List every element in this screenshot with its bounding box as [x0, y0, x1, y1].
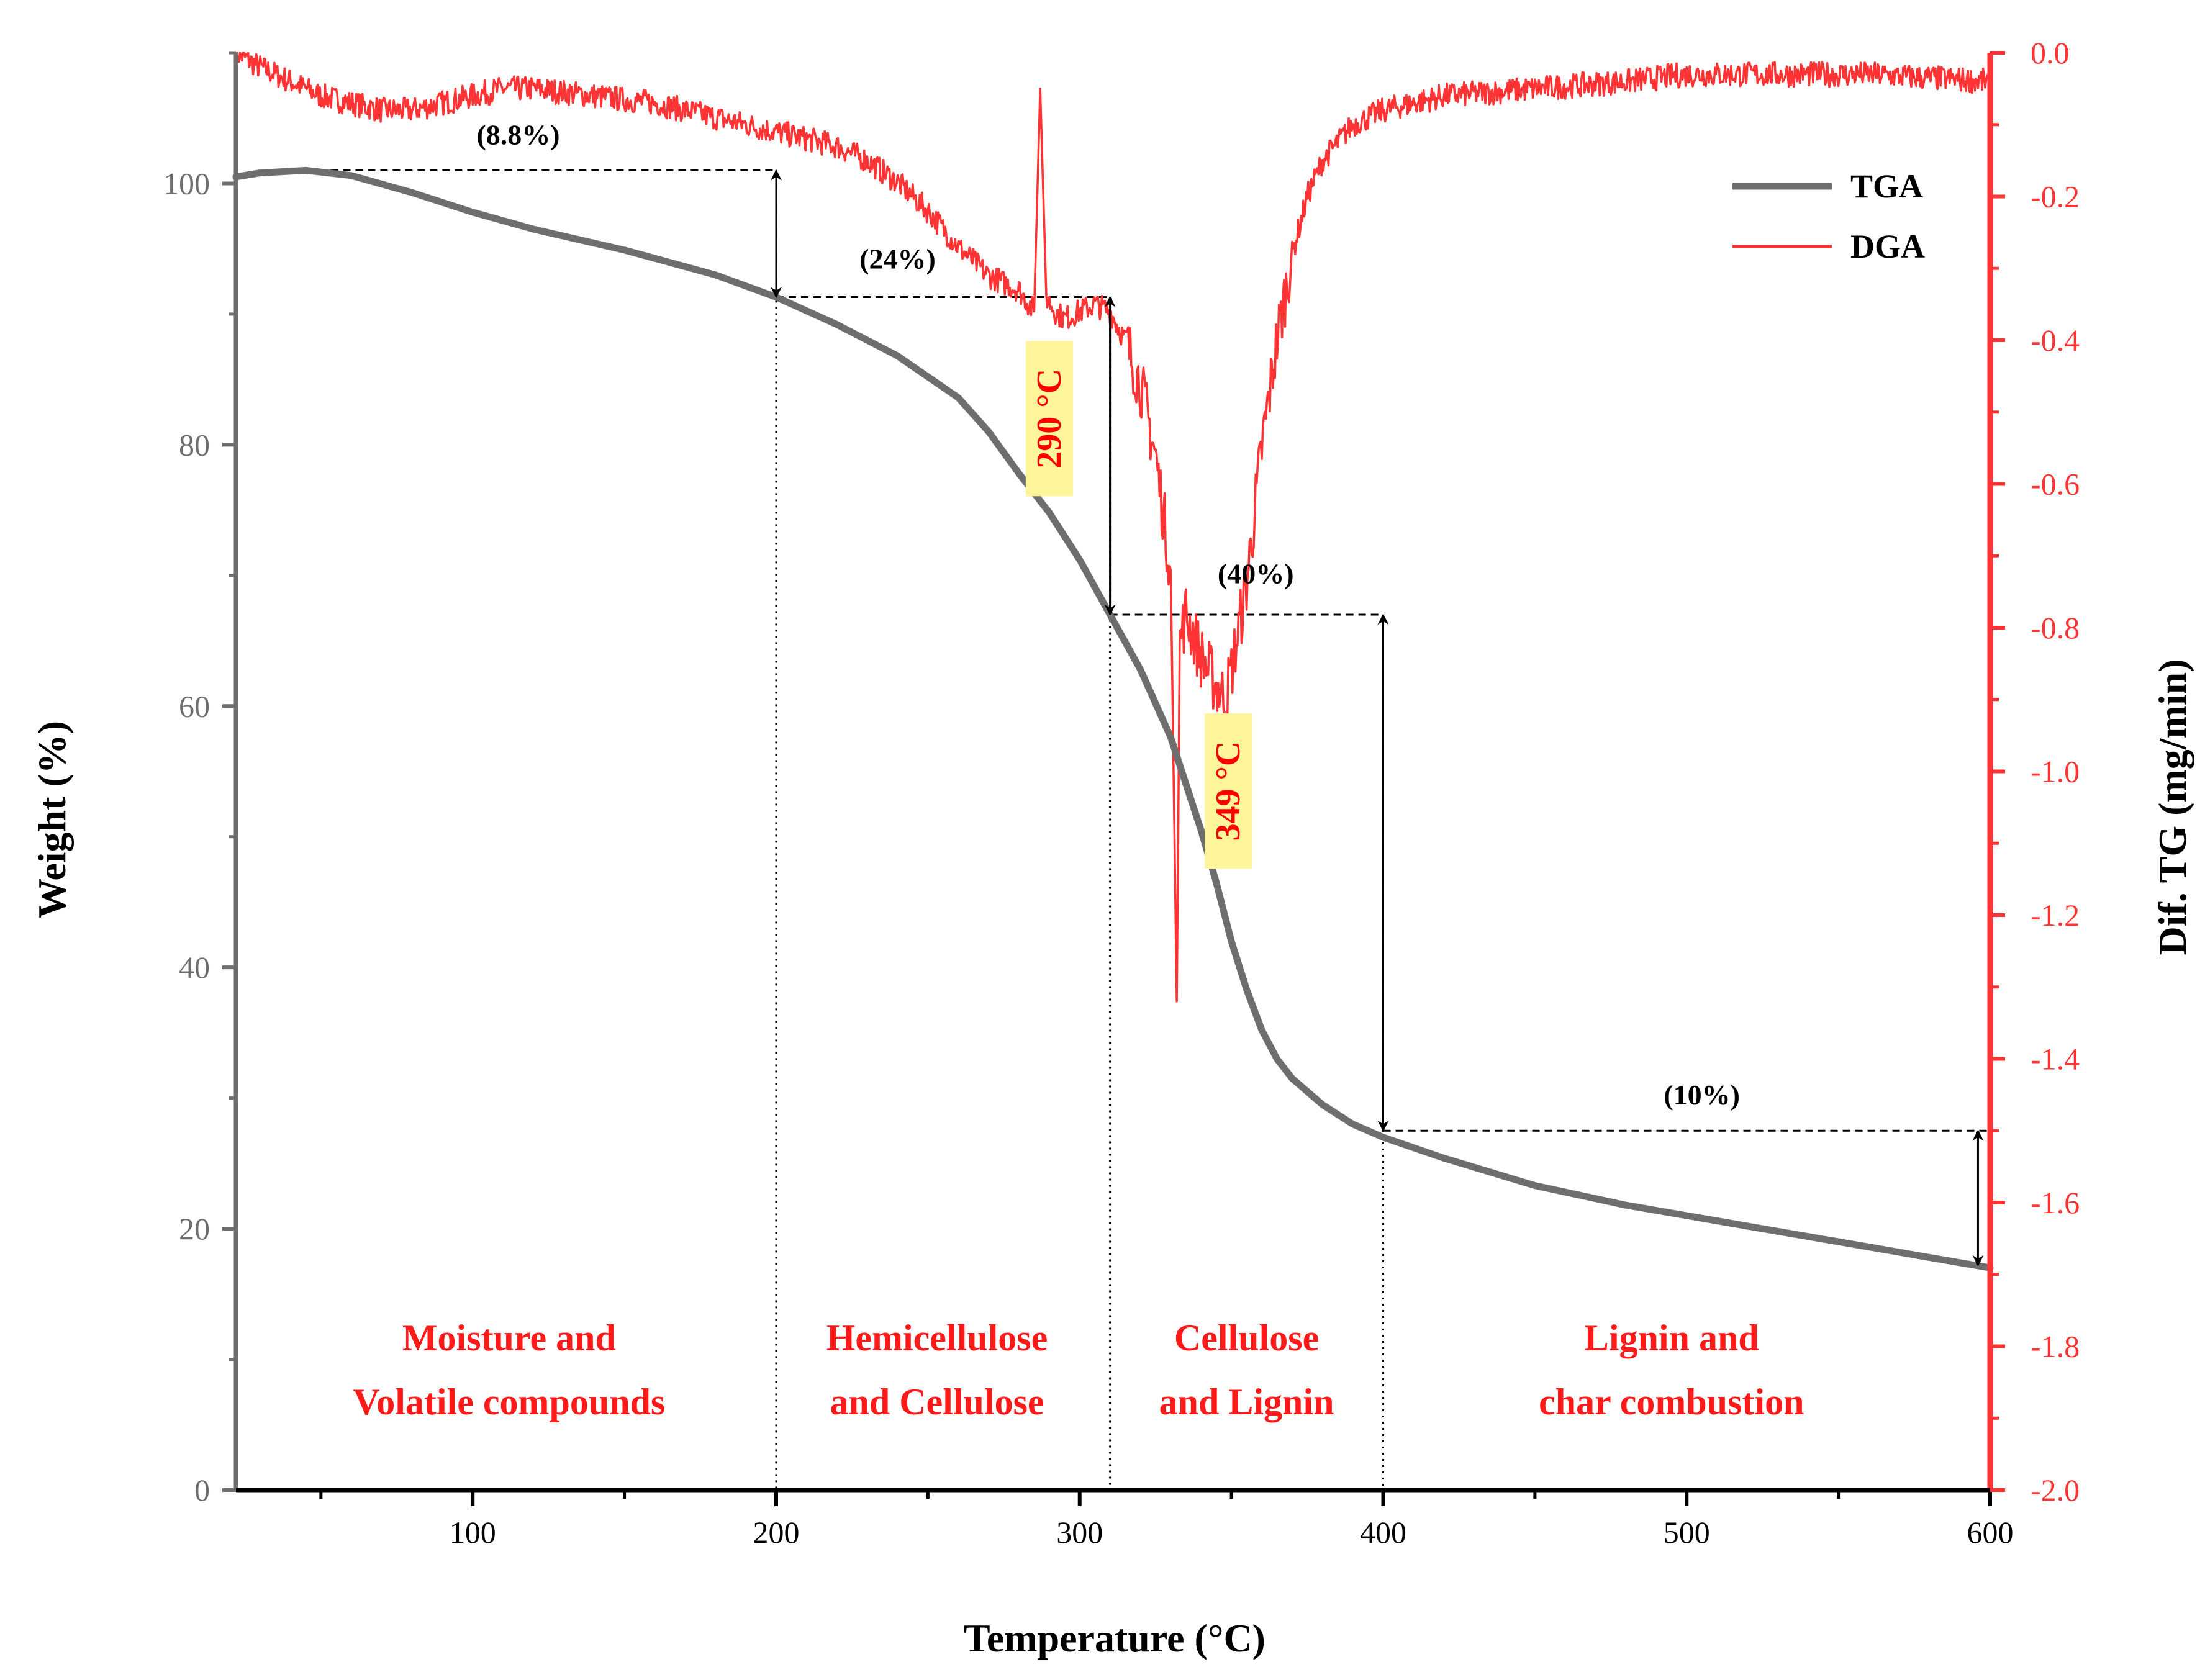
peak-box-0	[1025, 341, 1073, 497]
region-labels: Moisture and Volatile compounds Hemicellul…	[353, 1317, 1804, 1422]
region-label-line1: Moisture and	[402, 1317, 616, 1358]
region-label-line1: Cellulose	[1174, 1317, 1319, 1358]
x-tick-label: 400	[1360, 1515, 1406, 1550]
y-right-tick-label: -2.0	[2031, 1473, 2080, 1507]
y-left-tick-label: 0	[194, 1473, 210, 1507]
x-tick-label: 200	[753, 1515, 799, 1550]
y-right-tick-label: -1.4	[2031, 1042, 2080, 1077]
region-label-line1: Hemicellulose	[826, 1317, 1048, 1358]
region-dividers	[775, 170, 1384, 1490]
percent-annotation-0: (8.8%)	[476, 119, 559, 150]
peak-label-1: 349 °C	[1205, 713, 1252, 869]
legend: TGA DGA	[1732, 168, 1925, 265]
x-tick-label: 600	[1967, 1515, 2014, 1550]
region-label-1: Hemicellulose and Cellulose	[826, 1317, 1048, 1422]
peak-text-0: 290 °C	[1030, 369, 1069, 469]
axes: 100 200 300 400 500 600 0 20 40 60 80 100 0.0 -0.2 -0.…	[163, 35, 2080, 1550]
region-label-0: Moisture and Volatile compounds	[353, 1317, 665, 1422]
x-axis-title: Temperature (°C)	[964, 1616, 1265, 1660]
region-label-line1: Lignin and	[1584, 1317, 1759, 1358]
level-lines	[306, 169, 1990, 1132]
y-left-tick-label: 60	[179, 689, 210, 723]
peak-box-1	[1205, 713, 1252, 869]
region-label-2: Cellulose and Lignin	[1159, 1317, 1334, 1422]
y-right-tick-label: -0.4	[2031, 323, 2080, 358]
region-label-line2: and Cellulose	[830, 1381, 1044, 1422]
drop-arrows	[770, 169, 1984, 1267]
region-label-line2: char combustion	[1539, 1381, 1804, 1422]
y-axis-left-title: Weight (%)	[30, 721, 74, 918]
region-label-line2: and Lignin	[1159, 1381, 1334, 1422]
y-right-tick-label: -0.2	[2031, 179, 2080, 214]
y-right-tick-label: -0.6	[2031, 467, 2080, 502]
region-label-line2: Volatile compounds	[353, 1381, 665, 1422]
y-right-tick-label: -1.0	[2031, 754, 2080, 789]
percentage-annotations: (8.8%) (24%) (40%) (10%)	[476, 119, 1740, 1111]
dga-series-line	[235, 52, 1991, 1003]
y-left-tick-label: 20	[179, 1211, 210, 1246]
y-right-tick-label: -0.8	[2031, 610, 2080, 645]
tga-series-line	[232, 166, 1994, 1271]
y-right-tick-label: 0.0	[2031, 35, 2070, 70]
percent-annotation-1: (24%)	[859, 243, 936, 274]
y-right-tick-label: -1.2	[2031, 898, 2080, 933]
y-left-tick-label: 100	[163, 166, 210, 201]
percent-annotation-2: (40%)	[1218, 558, 1294, 589]
x-tick-label: 300	[1056, 1515, 1103, 1550]
y-left-tick-label: 80	[179, 427, 210, 462]
x-tick-label: 500	[1664, 1515, 1710, 1550]
percent-annotation-3: (10%)	[1664, 1079, 1740, 1111]
region-label-3: Lignin and char combustion	[1539, 1317, 1804, 1422]
peak-labels: 290 °C 349 °C	[1025, 341, 1252, 869]
peak-label-0: 290 °C	[1025, 341, 1073, 497]
x-tick-label: 100	[450, 1515, 496, 1550]
y-right-tick-label: -1.8	[2031, 1329, 2080, 1364]
y-right-tick-label: -1.6	[2031, 1185, 2080, 1220]
legend-label-dga: DGA	[1850, 228, 1925, 265]
legend-label-tga: TGA	[1850, 168, 1923, 205]
peak-text-1: 349 °C	[1209, 741, 1247, 841]
y-left-tick-label: 40	[179, 950, 210, 985]
y-axis-right-title: Dif. TG (mg/min)	[2150, 659, 2194, 955]
